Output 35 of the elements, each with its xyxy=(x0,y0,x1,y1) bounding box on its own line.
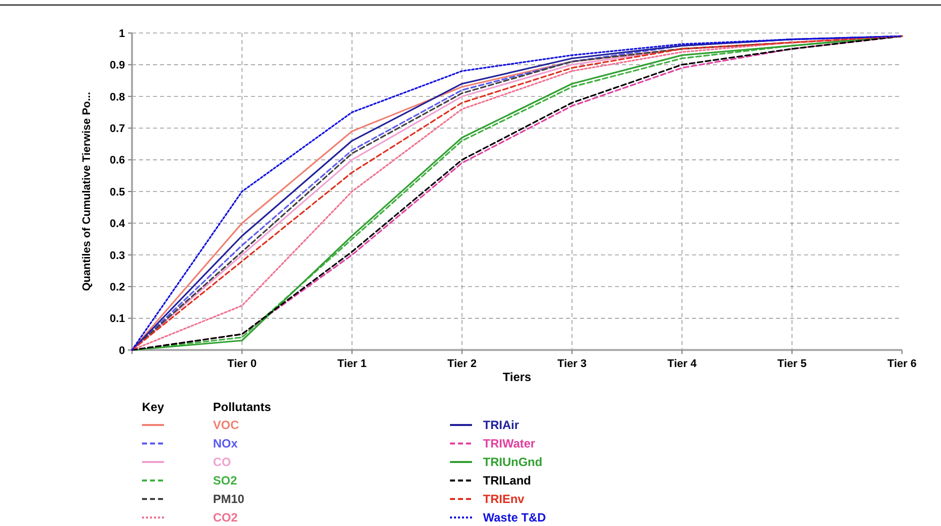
x-axis-title: Tiers xyxy=(502,370,532,384)
y-tick-label: 0.9 xyxy=(110,60,125,72)
text: Key xyxy=(142,400,164,414)
legend-label: TRIWater xyxy=(483,436,536,451)
legend-label: TRIUnGnd xyxy=(483,455,542,470)
y-tick-label: 0.5 xyxy=(110,186,125,198)
x-tick-label: Tier 3 xyxy=(557,358,587,370)
y-tick-label: 0 xyxy=(118,344,125,357)
y-tick-label: 0.3 xyxy=(110,250,125,262)
y-tick-label: 0.7 xyxy=(110,122,125,135)
legend-title: Pollutants xyxy=(213,400,272,414)
legend-label: TRILand xyxy=(483,474,531,488)
y-tick-label: 0.1 xyxy=(110,313,125,326)
line-series xyxy=(131,35,903,351)
y-axis-title: Quantiles of Cumulative Tierwise Po... xyxy=(81,92,93,292)
x-tick-label: Tier 4 xyxy=(667,358,698,370)
legend-label: Waste T&D xyxy=(483,510,546,525)
text: CO xyxy=(213,455,231,470)
y-tick-label: 0.2 xyxy=(110,281,125,294)
x-tick-label: Tier 5 xyxy=(777,358,807,370)
legend-label: TRIAir xyxy=(483,418,520,432)
text: VOC xyxy=(213,418,240,432)
y-tick-label: 1 xyxy=(118,28,125,40)
y-tick-label: 0.6 xyxy=(110,154,125,167)
legend-label: TRIEnv xyxy=(483,492,525,506)
text: CO2 xyxy=(213,510,238,525)
x-tick-label: Tier 1 xyxy=(337,358,367,370)
y-tick-label: 0.8 xyxy=(110,91,125,104)
text: NOx xyxy=(213,436,238,451)
x-tick-label: Tier 6 xyxy=(887,358,917,370)
x-tick-label: Tier 2 xyxy=(447,358,477,370)
text: SO2 xyxy=(213,474,238,488)
text: PM10 xyxy=(213,492,245,506)
y-tick-label: 0.4 xyxy=(110,218,126,230)
x-tick-label: Tier 0 xyxy=(227,358,257,370)
